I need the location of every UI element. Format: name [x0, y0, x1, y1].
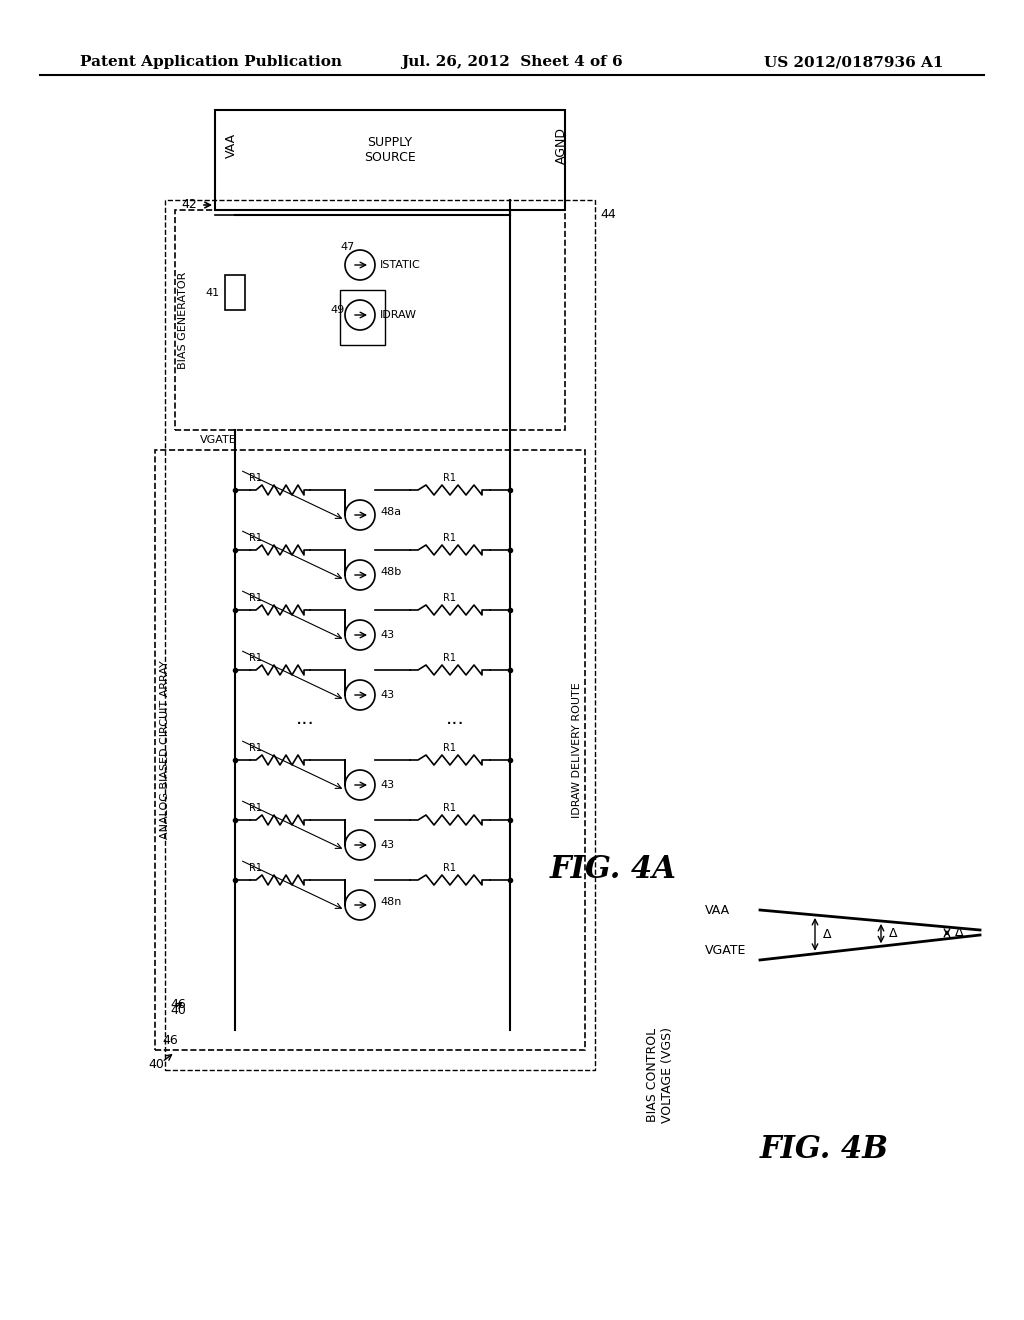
- Text: R1: R1: [443, 473, 457, 483]
- Text: R1: R1: [249, 473, 261, 483]
- Text: R1: R1: [443, 533, 457, 543]
- Circle shape: [345, 500, 375, 531]
- Text: 43: 43: [380, 690, 394, 700]
- Bar: [215, 110, 565, 210]
- Circle shape: [345, 830, 375, 861]
- Text: 42: 42: [181, 198, 197, 211]
- Text: 41: 41: [206, 288, 220, 298]
- Text: 46: 46: [162, 1034, 178, 1047]
- Text: 49: 49: [330, 305, 344, 315]
- Text: VGATE: VGATE: [200, 436, 237, 445]
- Circle shape: [345, 620, 375, 649]
- Text: 44: 44: [600, 209, 615, 222]
- Text: 43: 43: [380, 630, 394, 640]
- Text: 43: 43: [380, 840, 394, 850]
- Bar: [225, 275, 245, 310]
- Text: 48a: 48a: [380, 507, 401, 517]
- Text: Patent Application Publication: Patent Application Publication: [80, 55, 342, 69]
- Circle shape: [345, 560, 375, 590]
- Bar: [155, 450, 585, 1049]
- Text: ANALOG BIASED CIRCUIT ARRAY: ANALOG BIASED CIRCUIT ARRAY: [160, 660, 170, 840]
- Text: R1: R1: [443, 653, 457, 663]
- Text: IDRAW: IDRAW: [380, 310, 417, 319]
- Text: Δ: Δ: [823, 928, 831, 941]
- Bar: [340, 290, 385, 345]
- Text: 40: 40: [148, 1059, 164, 1072]
- Text: SUPPLY
SOURCE: SUPPLY SOURCE: [365, 136, 416, 164]
- Text: ...: ...: [296, 709, 314, 727]
- Text: R1: R1: [443, 803, 457, 813]
- Text: R1: R1: [249, 533, 261, 543]
- Text: 46: 46: [170, 998, 185, 1011]
- Text: R1: R1: [249, 593, 261, 603]
- Text: R1: R1: [249, 803, 261, 813]
- Text: VGATE: VGATE: [705, 944, 746, 957]
- Text: ...: ...: [445, 709, 464, 727]
- Text: Jul. 26, 2012  Sheet 4 of 6: Jul. 26, 2012 Sheet 4 of 6: [401, 55, 623, 69]
- Bar: [165, 201, 595, 1071]
- Text: AGND: AGND: [555, 127, 568, 164]
- Bar: [175, 210, 565, 430]
- Text: VAA: VAA: [705, 903, 730, 916]
- Text: R1: R1: [443, 863, 457, 873]
- Text: 40: 40: [170, 1003, 186, 1016]
- Text: FIG. 4B: FIG. 4B: [760, 1134, 889, 1166]
- Text: 48b: 48b: [380, 568, 401, 577]
- Text: 43: 43: [380, 780, 394, 789]
- Circle shape: [345, 680, 375, 710]
- Text: 47: 47: [340, 242, 354, 252]
- Text: R1: R1: [249, 743, 261, 752]
- Text: ISTATIC: ISTATIC: [380, 260, 421, 271]
- Text: BIAS CONTROL
VOLTAGE (VGS): BIAS CONTROL VOLTAGE (VGS): [646, 1027, 674, 1123]
- Text: R1: R1: [249, 653, 261, 663]
- Text: 48n: 48n: [380, 898, 401, 907]
- Text: VAA: VAA: [225, 132, 238, 157]
- Text: US 2012/0187936 A1: US 2012/0187936 A1: [765, 55, 944, 69]
- Circle shape: [345, 890, 375, 920]
- Text: Δ: Δ: [889, 927, 897, 940]
- Text: Δ: Δ: [955, 927, 964, 940]
- Text: BIAS GENERATOR: BIAS GENERATOR: [178, 272, 188, 368]
- Circle shape: [345, 249, 375, 280]
- Circle shape: [345, 770, 375, 800]
- Text: R1: R1: [249, 863, 261, 873]
- Text: IDRAW DELIVERY ROUTE: IDRAW DELIVERY ROUTE: [572, 682, 582, 818]
- Text: R1: R1: [443, 593, 457, 603]
- Text: R1: R1: [443, 743, 457, 752]
- Text: FIG. 4A: FIG. 4A: [550, 854, 677, 886]
- Circle shape: [345, 300, 375, 330]
